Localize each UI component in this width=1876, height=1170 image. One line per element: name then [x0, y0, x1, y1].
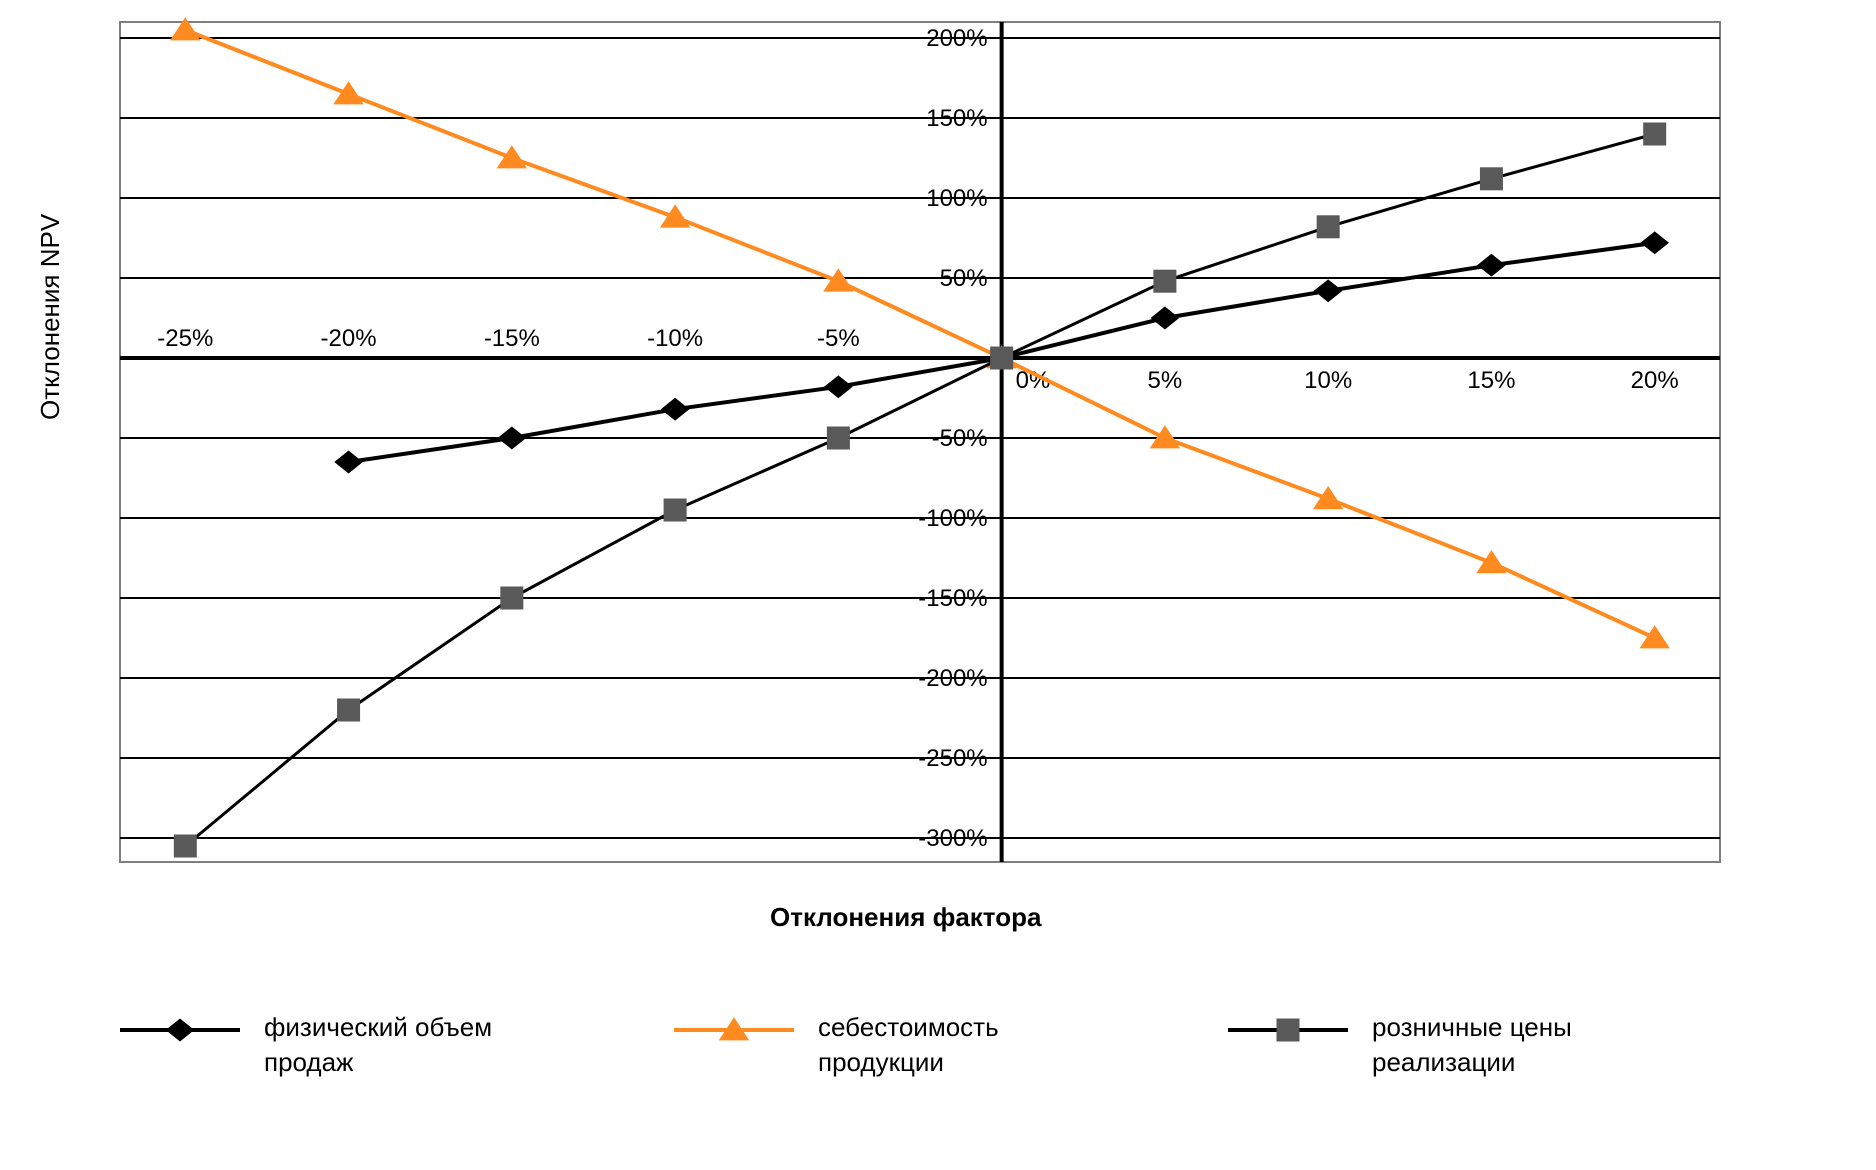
svg-text:-300%: -300% — [918, 825, 987, 852]
legend-item-physical-volume: физический объем продаж — [120, 1010, 564, 1080]
svg-text:100%: 100% — [926, 185, 987, 212]
legend-swatch-triangle-icon — [674, 1010, 794, 1050]
legend-item-cost: себестоимость продукции — [674, 1010, 1118, 1080]
svg-text:-200%: -200% — [918, 665, 987, 692]
svg-text:10%: 10% — [1304, 367, 1352, 394]
legend-label: розничные цены реализации — [1372, 1010, 1672, 1080]
svg-text:-20%: -20% — [321, 325, 377, 352]
svg-text:-10%: -10% — [647, 325, 703, 352]
svg-text:-100%: -100% — [918, 505, 987, 532]
chart-container: Отклонения NPV 200%150%100%50%-50%-100%-… — [0, 0, 1876, 1170]
svg-text:-150%: -150% — [918, 585, 987, 612]
svg-text:-50%: -50% — [932, 425, 988, 452]
svg-text:150%: 150% — [926, 105, 987, 132]
legend-item-retail-price: розничные цены реализации — [1228, 1010, 1672, 1080]
x-axis-label: Отклонения фактора — [770, 902, 1041, 933]
legend-swatch-square-icon — [1228, 1010, 1348, 1050]
legend-label: себестоимость продукции — [818, 1010, 1118, 1080]
legend-swatch-diamond-icon — [120, 1010, 240, 1050]
svg-text:-15%: -15% — [484, 325, 540, 352]
svg-text:5%: 5% — [1148, 367, 1183, 394]
svg-text:-25%: -25% — [157, 325, 213, 352]
svg-text:-5%: -5% — [817, 325, 860, 352]
svg-text:-250%: -250% — [918, 745, 987, 772]
svg-text:15%: 15% — [1467, 367, 1515, 394]
svg-text:50%: 50% — [940, 265, 988, 292]
legend: физический объем продаж себестоимость пр… — [120, 1010, 1720, 1080]
legend-label: физический объем продаж — [264, 1010, 564, 1080]
svg-text:20%: 20% — [1631, 367, 1679, 394]
svg-text:200%: 200% — [926, 25, 987, 52]
sensitivity-chart: 200% 150% 100% 50% -50% -100% -150% -200% -250% -… — [0, 0, 1800, 922]
